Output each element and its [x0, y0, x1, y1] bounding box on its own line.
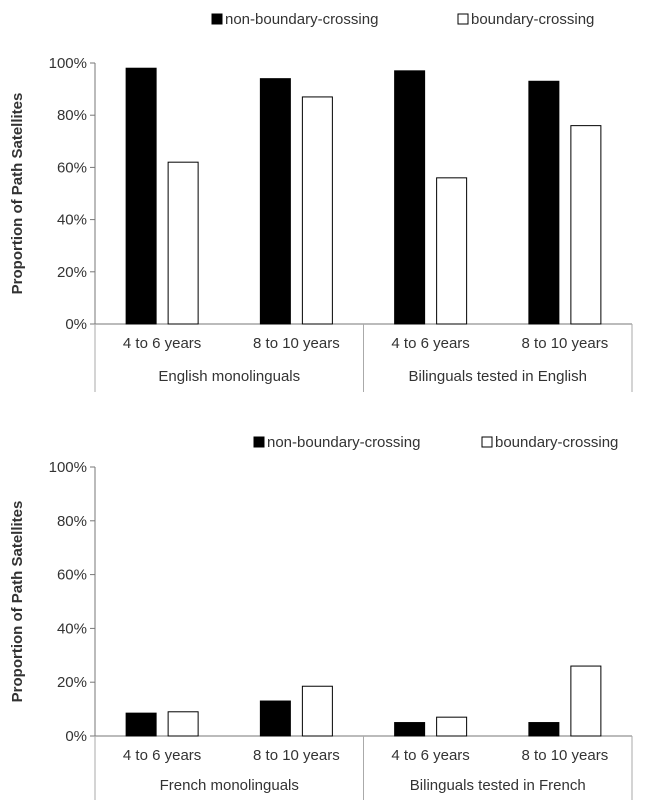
x-tick-label: 4 to 6 years [123, 747, 201, 764]
y-tick-label: 0% [65, 316, 87, 333]
group-label: French monolinguals [160, 777, 299, 794]
chart-1: non-boundary-crossing boundary-crossing Pr… [9, 11, 633, 392]
bar-non-boundary-4 [528, 722, 560, 737]
bar-non-boundary-1 [125, 712, 157, 737]
y-tick-label: 100% [49, 55, 87, 72]
bar-boundary-4 [570, 125, 602, 325]
group-label: English monolinguals [158, 368, 300, 385]
bar-non-boundary-2 [259, 700, 291, 737]
y-tick-label: 80% [57, 107, 87, 124]
y-tick-label: 80% [57, 513, 87, 530]
bar-non-boundary-2 [259, 78, 291, 325]
bar-boundary-4 [570, 665, 602, 737]
y-tick-label: 40% [57, 212, 87, 229]
x-tick-label: 4 to 6 years [391, 747, 469, 764]
bar-boundary-2 [301, 685, 333, 737]
bar-boundary-3 [436, 716, 468, 737]
x-tick-label: 4 to 6 years [123, 335, 201, 352]
bar-non-boundary-3 [394, 722, 426, 737]
bar-boundary-3 [436, 177, 468, 325]
y-axis-label: Proportion of Path Satellites [9, 501, 26, 703]
y-tick-label: 20% [57, 674, 87, 691]
legend-label-2: boundary-crossing [495, 434, 618, 451]
x-tick-label: 8 to 10 years [522, 335, 609, 352]
bar-non-boundary-1 [125, 67, 157, 325]
bar-boundary-1 [167, 711, 199, 737]
y-tick-label: 60% [57, 159, 87, 176]
legend-label-1: non-boundary-crossing [225, 11, 378, 28]
y-tick-label: 20% [57, 264, 87, 281]
x-tick-label: 8 to 10 years [253, 747, 340, 764]
legend-swatch-1 [211, 13, 223, 25]
legend-swatch-2 [481, 436, 493, 448]
bar-non-boundary-3 [394, 70, 426, 325]
y-tick-label: 60% [57, 567, 87, 584]
bar-boundary-1 [167, 161, 199, 325]
chart-2: non-boundary-crossing boundary-crossing Pr… [9, 434, 633, 800]
x-tick-label: 4 to 6 years [391, 335, 469, 352]
legend-label-1: non-boundary-crossing [267, 434, 420, 451]
group-label: Bilinguals tested in French [410, 777, 586, 794]
legend-swatch-1 [253, 436, 265, 448]
legend-swatch-2 [457, 13, 469, 25]
bar-non-boundary-4 [528, 80, 560, 325]
y-axis-label: Proportion of Path Satellites [9, 93, 26, 295]
group-label: Bilinguals tested in English [409, 368, 587, 385]
legend-label-2: boundary-crossing [471, 11, 594, 28]
y-tick-label: 100% [49, 459, 87, 476]
y-tick-label: 40% [57, 620, 87, 637]
x-tick-label: 8 to 10 years [522, 747, 609, 764]
y-tick-label: 0% [65, 728, 87, 745]
bar-boundary-2 [301, 96, 333, 325]
x-tick-label: 8 to 10 years [253, 335, 340, 352]
